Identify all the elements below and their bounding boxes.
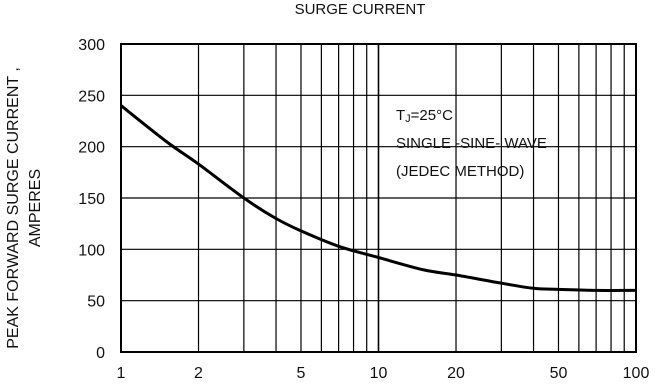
x-tick-label: 5 [297,365,306,382]
y-axis-label: PEAK FORWARD SURGE CURRENT , AMPERES [5,67,44,349]
x-tick-label: 100 [623,365,650,382]
y-tick-label: 200 [78,140,105,157]
x-tick-label: 10 [370,365,388,382]
x-tick-label: 20 [447,365,465,382]
x-tick-labels: 1 2 5 10 20 50 100 [117,365,650,382]
condition-annotation: TJ=25°C SINGLE -SINE- WAVE (JEDEC METHOD… [396,107,547,180]
chart-title: SURGE CURRENT [295,1,426,18]
annotation-waveform: SINGLE -SINE- WAVE [396,135,547,152]
surge-current-curve [120,104,637,292]
y-tick-label: 300 [78,37,105,54]
x-tick-label: 2 [194,365,203,382]
annotation-junction-temp: TJ=25°C [396,107,453,125]
y-tick-labels: 0 50 100 150 200 250 300 [78,37,105,362]
y-tick-label: 0 [96,345,105,362]
y-tick-label: 150 [78,191,105,208]
x-tick-label: 50 [550,365,568,382]
y-tick-label: 100 [78,242,105,259]
grid-lines [121,44,636,352]
y-tick-label: 50 [87,294,105,311]
y-tick-label: 250 [78,88,105,105]
y-axis-label-line2: AMPERES [27,169,44,247]
plot-frame [120,43,637,353]
y-axis-label-line1: PEAK FORWARD SURGE CURRENT , [5,67,22,349]
x-tick-label: 1 [117,365,126,382]
annotation-method: (JEDEC METHOD) [396,163,524,180]
